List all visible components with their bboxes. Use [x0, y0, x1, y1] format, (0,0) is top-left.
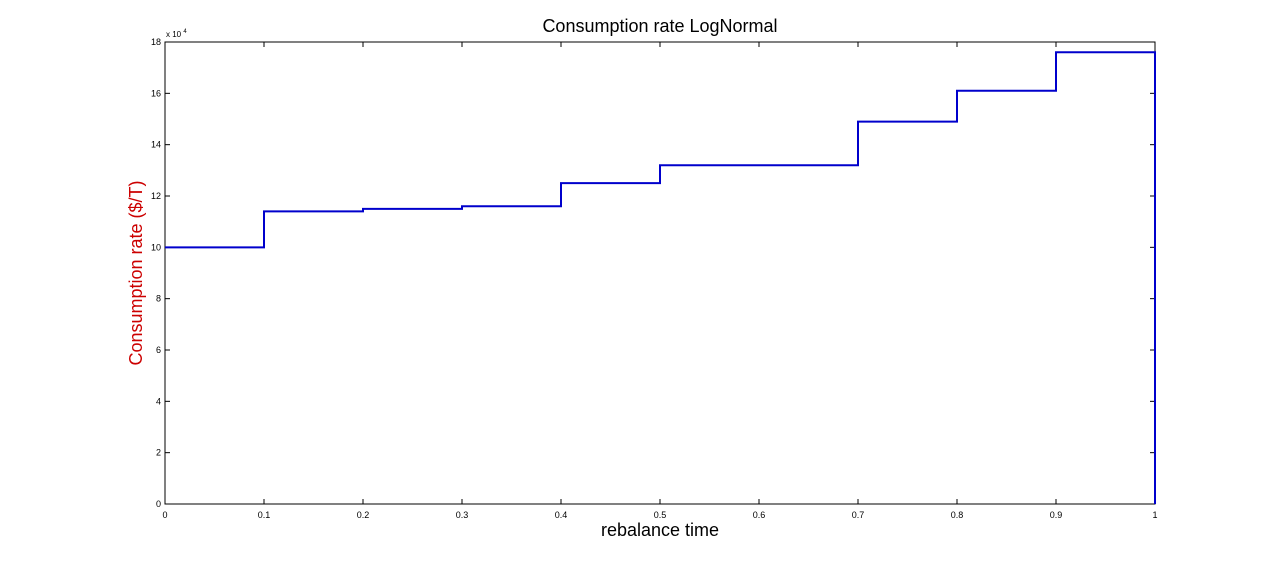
y-tick-label: 14: [151, 140, 161, 150]
x-tick-label: 0.9: [1050, 510, 1063, 520]
x-axis-label: rebalance time: [601, 520, 719, 540]
y-multiplier-exponent: 4: [183, 29, 187, 35]
x-tick-label: 1: [1152, 510, 1157, 520]
y-tick-label: 8: [156, 294, 161, 304]
y-tick-label: 6: [156, 345, 161, 355]
plot-area: [164, 41, 1156, 505]
y-tick-label: 2: [156, 448, 161, 458]
x-tick-label: 0.7: [852, 510, 865, 520]
series-group: [165, 51, 1156, 504]
x-axis-ticks: 0 0.1 0.2 0.3 0.4 0.5 0.6 0.7 0.8 0.9 1: [162, 42, 1158, 520]
y-tick-label: 0: [156, 499, 161, 509]
x-tick-label: 0.4: [555, 510, 568, 520]
x-tick-label: 0.1: [258, 510, 271, 520]
y-tick-label: 18: [151, 37, 161, 47]
svg-text:x 10 4: x 10 4: [166, 29, 187, 39]
y-tick-label: 12: [151, 191, 161, 201]
y-multiplier-label: x 10 4: [166, 29, 187, 39]
x-tick-label: 0.3: [456, 510, 469, 520]
series-line-0: [165, 51, 1156, 504]
y-axis-label: Consumption rate ($/T): [126, 180, 146, 365]
y-tick-label: 16: [151, 88, 161, 98]
x-tick-label: 0.8: [951, 510, 964, 520]
x-tick-label: 0.6: [753, 510, 766, 520]
y-tick-label: 10: [151, 242, 161, 252]
x-tick-label: 0.5: [654, 510, 667, 520]
chart-title: Consumption rate LogNormal: [542, 16, 777, 36]
x-tick-label: 0.2: [357, 510, 370, 520]
y-multiplier-base: x 10: [166, 30, 182, 39]
x-tick-label: 0: [162, 510, 167, 520]
y-tick-label: 4: [156, 396, 161, 406]
